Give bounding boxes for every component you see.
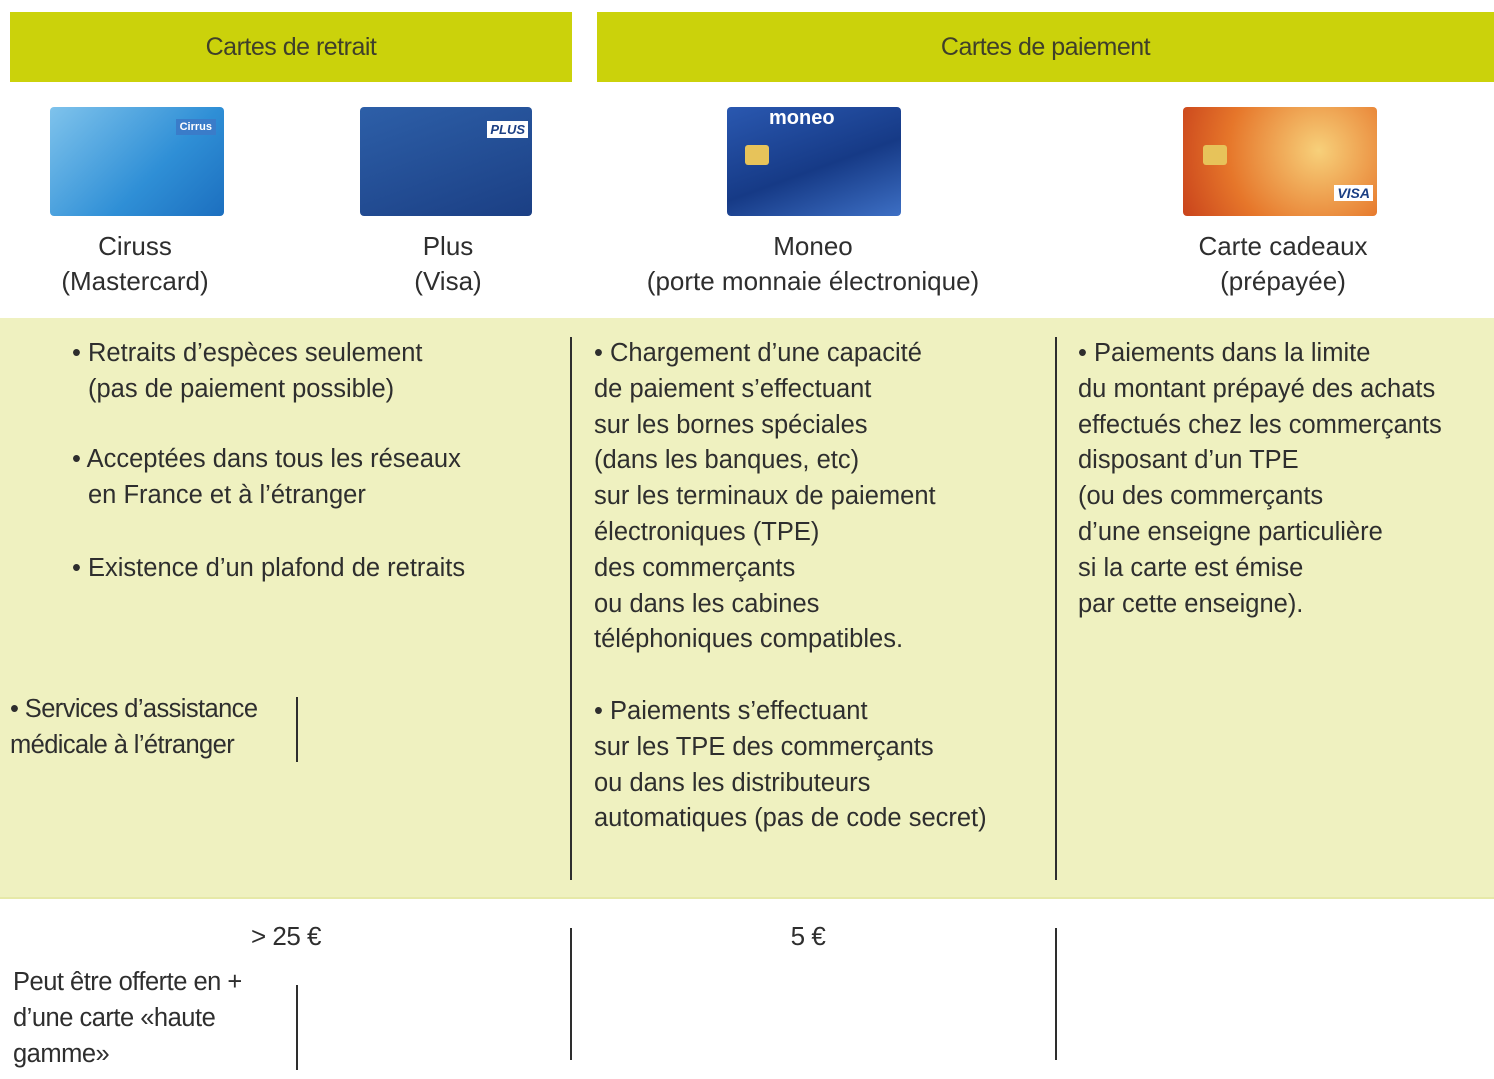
card-brand: Cirrus [175, 119, 216, 135]
text-line: (dans les banques, etc) [594, 446, 860, 475]
text-line: • Retraits d’espèces seulement [72, 339, 423, 367]
card-sub: (porte monnaie électronique) [646, 266, 980, 296]
text-line: de paiement s’effectuant [594, 374, 872, 403]
text-line: électroniques (TPE) [594, 517, 820, 546]
feature: • Retraits d’espèces seulement (pas de pa… [72, 336, 423, 408]
text-line: gamme» [13, 1039, 110, 1068]
card-sub: (prépayée) [1220, 266, 1346, 296]
card-label: Carte cadeaux (prépayée) [1073, 229, 1493, 299]
feature: • Acceptées dans tous les réseaux en Fran… [72, 442, 461, 514]
text-line: (pas de paiement possible) [88, 374, 395, 403]
text-line: sur les terminaux de paiement [594, 482, 936, 511]
feature: • Chargement d’une capacité de paiement s… [594, 336, 936, 658]
text-line: d’une enseigne particulière [1078, 517, 1383, 546]
card-label: Moneo (porte monnaie électronique) [603, 229, 1023, 299]
text-line: • Paiements s’effectuant [594, 697, 868, 725]
text-line: Peut être offerte en + [13, 968, 242, 996]
card-name: Carte cadeaux [1198, 231, 1368, 261]
note: Peut être offerte en + d’une carte «haute… [13, 965, 242, 1072]
card-sub: (Mastercard) [61, 266, 209, 296]
text-line: disposant d’un TPE [1078, 446, 1299, 475]
divider [296, 985, 298, 1070]
feature: • Paiements s’effectuant sur les TPE des … [594, 694, 987, 837]
features-band [0, 318, 1494, 899]
feature: • Paiements dans la limite du montant pré… [1078, 336, 1442, 622]
text-line: du montant prépayé des achats [1078, 374, 1436, 403]
card-brand: moneo [769, 107, 835, 129]
card-image: Cirrus [50, 107, 224, 216]
header: Cartes de retrait [10, 12, 572, 82]
divider [296, 697, 298, 762]
card-image: VISA [1183, 107, 1377, 216]
price: > 25 € [250, 921, 322, 951]
text-line: ou dans les distributeurs [594, 768, 871, 797]
card-sub: (Visa) [414, 266, 482, 296]
text-line: sur les bornes spéciales [594, 410, 868, 439]
text-line: • Acceptées dans tous les réseaux [72, 445, 461, 473]
feature: • Services d’assistance médicale à l’étra… [10, 692, 258, 764]
divider [1055, 928, 1057, 1060]
text-line: • Chargement d’une capacité [594, 339, 922, 367]
divider [1055, 337, 1057, 880]
text-line: téléphoniques compatibles. [594, 625, 904, 654]
text-line: • Existence d’un plafond de retraits [72, 554, 466, 582]
text-line: ou dans les cabines [594, 589, 820, 618]
card-label: Ciruss (Mastercard) [0, 229, 345, 299]
text-line: (ou des commerçants [1078, 482, 1324, 511]
card-brand: PLUS [487, 121, 528, 138]
divider [570, 337, 572, 880]
text-line: effectués chez les commerçants [1078, 410, 1442, 439]
text-line: si la carte est émise [1078, 553, 1304, 582]
text-line: en France et à l’étranger [88, 480, 366, 509]
card-name: Ciruss [98, 231, 172, 261]
card-brand: VISA [1334, 185, 1373, 201]
text-line: par cette enseigne). [1078, 589, 1304, 618]
price: 5 € [790, 921, 826, 951]
card-image: PLUS [360, 107, 532, 216]
text-line: • Paiements dans la limite [1078, 339, 1371, 367]
card-name: Plus [422, 231, 474, 261]
text-line: • Services d’assistance [10, 695, 258, 723]
card-image: moneo [727, 107, 901, 216]
text-line: sur les TPE des commerçants [594, 732, 934, 761]
text-line: d’une carte «haute [13, 1003, 216, 1032]
feature: • Existence d’un plafond de retraits [72, 551, 465, 587]
text-line: médicale à l’étranger [10, 730, 235, 759]
header: Cartes de paiement [597, 12, 1494, 82]
divider [570, 928, 572, 1060]
text-line: des commerçants [594, 553, 796, 582]
card-label: Plus (Visa) [238, 229, 658, 299]
text-line: automatiques (pas de code secret) [594, 804, 987, 833]
card-name: Moneo [773, 231, 853, 261]
